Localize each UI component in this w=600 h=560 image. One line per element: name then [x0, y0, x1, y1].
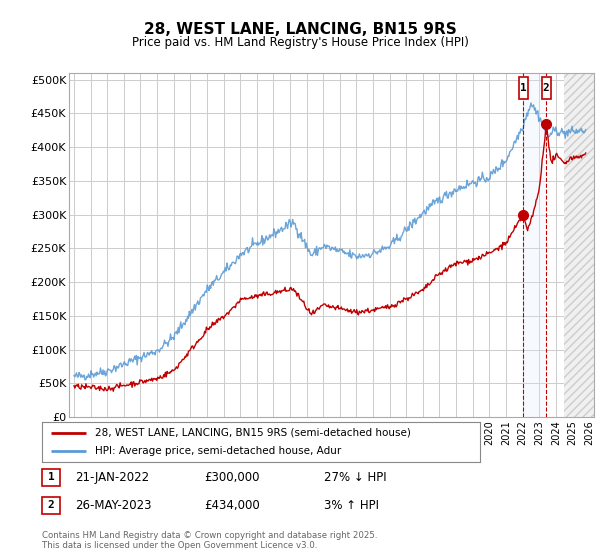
Text: 28, WEST LANE, LANCING, BN15 9RS: 28, WEST LANE, LANCING, BN15 9RS: [143, 22, 457, 38]
Text: 1: 1: [520, 83, 527, 94]
Text: 28, WEST LANE, LANCING, BN15 9RS (semi-detached house): 28, WEST LANE, LANCING, BN15 9RS (semi-d…: [95, 428, 410, 438]
Text: 2: 2: [47, 500, 55, 510]
Text: HPI: Average price, semi-detached house, Adur: HPI: Average price, semi-detached house,…: [95, 446, 341, 456]
Text: 3% ↑ HPI: 3% ↑ HPI: [324, 498, 379, 512]
Text: £434,000: £434,000: [204, 498, 260, 512]
Text: 21-JAN-2022: 21-JAN-2022: [75, 470, 149, 484]
Text: 1: 1: [47, 472, 55, 482]
Text: 27% ↓ HPI: 27% ↓ HPI: [324, 470, 386, 484]
Text: 2: 2: [543, 83, 550, 94]
Text: 26-MAY-2023: 26-MAY-2023: [75, 498, 151, 512]
FancyBboxPatch shape: [519, 77, 528, 100]
Text: £300,000: £300,000: [204, 470, 260, 484]
Text: Price paid vs. HM Land Registry's House Price Index (HPI): Price paid vs. HM Land Registry's House …: [131, 36, 469, 49]
Bar: [523, 73, 546, 417]
FancyBboxPatch shape: [542, 77, 551, 100]
Bar: [564, 73, 594, 417]
Text: Contains HM Land Registry data © Crown copyright and database right 2025.
This d: Contains HM Land Registry data © Crown c…: [42, 530, 377, 550]
